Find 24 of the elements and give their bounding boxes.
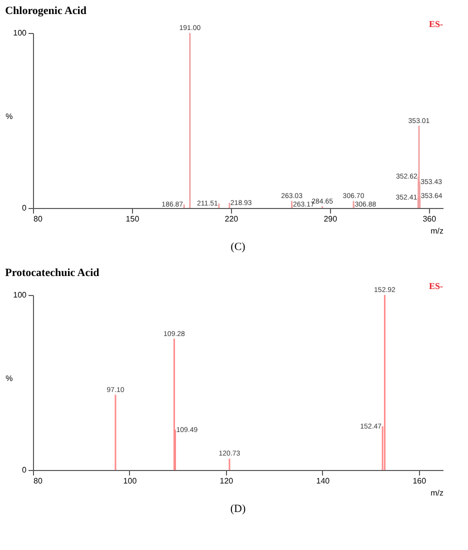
- x-tick-label: 160: [412, 476, 427, 486]
- chart-title: Protocatechuic Acid: [5, 267, 100, 279]
- text: (D): [230, 503, 246, 515]
- x-tick-label: 100: [123, 476, 138, 486]
- x-tick-label: 220: [224, 214, 239, 224]
- x-tick-label: 360: [422, 214, 437, 224]
- x-tick-label: 140: [316, 476, 330, 486]
- text: ES-: [428, 281, 443, 291]
- text: (C): [230, 241, 246, 253]
- y-tick-label: 100: [13, 28, 28, 38]
- y-tick-label: 0: [22, 204, 28, 212]
- y-tick-label: 0: [22, 466, 28, 474]
- y-axis-title: %: [6, 112, 13, 121]
- x-axis-title: m/z: [430, 226, 444, 236]
- x-tick-label: 290: [324, 214, 338, 224]
- x-tick-label: 120: [220, 476, 234, 486]
- x-tick-label: 150: [126, 214, 140, 224]
- text: ES-: [428, 19, 443, 29]
- y-axis-title: %: [6, 374, 13, 383]
- y-tick-label: 100: [13, 290, 28, 300]
- x-tick-label: 80: [34, 214, 43, 224]
- chart-title: Chlorogenic Acid: [5, 5, 86, 17]
- x-tick-label: 80: [34, 476, 43, 486]
- x-axis-title: m/z: [430, 488, 444, 498]
